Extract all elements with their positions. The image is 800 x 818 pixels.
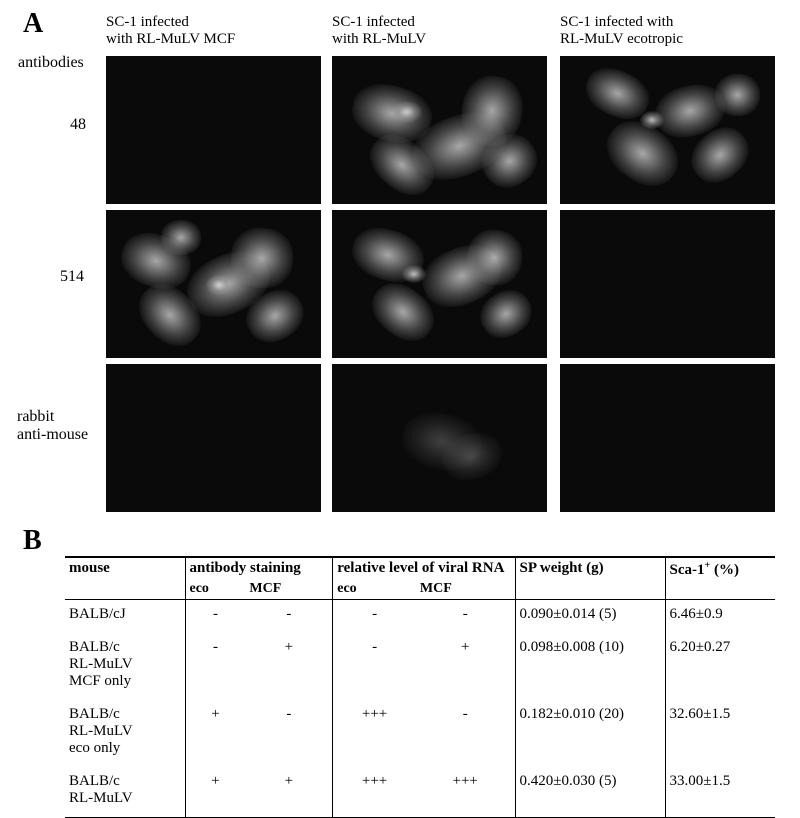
row-label-2: rabbit anti-mouse bbox=[17, 408, 88, 443]
cell-rna-mcf: - bbox=[416, 600, 515, 634]
col-header-0-line1: with RL-MuLV MCF bbox=[106, 31, 235, 47]
table-row: BALB/cJ----0.090±0.014 (5)6.46±0.9 bbox=[65, 600, 775, 634]
col-header-0: SC-1 infected with RL-MuLV MCF bbox=[106, 14, 235, 49]
micrograph-r1c1 bbox=[332, 210, 547, 358]
cell-rna-eco: - bbox=[333, 600, 416, 634]
col-header-2-line1: RL-MuLV ecotropic bbox=[560, 31, 683, 47]
col-header-1: SC-1 infected with RL-MuLV bbox=[332, 14, 426, 49]
micrograph-r2c0 bbox=[106, 364, 321, 512]
cell-ab-mcf: - bbox=[245, 600, 332, 634]
cell-sp: 0.420±0.030 (5) bbox=[515, 767, 665, 818]
table-row: BALB/cRL-MuLV++++++++0.420±0.030 (5)33.0… bbox=[65, 767, 775, 818]
cell-sp: 0.090±0.014 (5) bbox=[515, 600, 665, 634]
cell-sp: 0.098±0.008 (10) bbox=[515, 633, 665, 700]
cell-rna-mcf: + bbox=[416, 633, 515, 700]
cell-mouse: BALB/cRL-MuLVMCF only bbox=[65, 633, 185, 700]
th-sca1: Sca-1+ (%) bbox=[665, 557, 775, 600]
table-row: BALB/cRL-MuLVeco only+-+++-0.182±0.010 (… bbox=[65, 700, 775, 767]
cell-rna-eco: - bbox=[333, 633, 416, 700]
cell-ab-eco: + bbox=[185, 767, 245, 818]
micrograph-r2c1 bbox=[332, 364, 547, 512]
micrograph-r0c1 bbox=[332, 56, 547, 204]
col-header-0-line0: SC-1 infected bbox=[106, 14, 189, 30]
th-rna-eco: eco bbox=[333, 579, 416, 600]
cell-mouse: BALB/cRL-MuLVeco only bbox=[65, 700, 185, 767]
micrograph-r1c2 bbox=[560, 210, 775, 358]
micrograph-r0c0 bbox=[106, 56, 321, 204]
cell-ab-mcf: + bbox=[245, 767, 332, 818]
row-label-2-line0: rabbit bbox=[17, 408, 54, 425]
cell-rna-eco: +++ bbox=[333, 767, 416, 818]
cell-ab-eco: - bbox=[185, 600, 245, 634]
cell-ab-eco: + bbox=[185, 700, 245, 767]
row-label-0: 48 bbox=[70, 116, 86, 134]
cell-ab-mcf: - bbox=[245, 700, 332, 767]
cell-rna-mcf: +++ bbox=[416, 767, 515, 818]
cell-sca1: 6.20±0.27 bbox=[665, 633, 775, 700]
cell-mouse: BALB/cRL-MuLV bbox=[65, 767, 185, 818]
cell-rna-eco: +++ bbox=[333, 700, 416, 767]
cell-rna-mcf: - bbox=[416, 700, 515, 767]
th-mouse: mouse bbox=[65, 557, 185, 600]
antibodies-label: antibodies bbox=[18, 54, 84, 72]
th-sp: SP weight (g) bbox=[515, 557, 665, 600]
micrograph-r0c2 bbox=[560, 56, 775, 204]
micrograph-r1c0 bbox=[106, 210, 321, 358]
cell-sca1: 32.60±1.5 bbox=[665, 700, 775, 767]
cell-sca1: 33.00±1.5 bbox=[665, 767, 775, 818]
row-label-1: 514 bbox=[60, 268, 84, 286]
cell-ab-eco: - bbox=[185, 633, 245, 700]
cell-sca1: 6.46±0.9 bbox=[665, 600, 775, 634]
col-header-2: SC-1 infected with RL-MuLV ecotropic bbox=[560, 14, 683, 49]
th-ab-eco: eco bbox=[185, 579, 245, 600]
table-body: BALB/cJ----0.090±0.014 (5)6.46±0.9BALB/c… bbox=[65, 600, 775, 818]
cell-ab-mcf: + bbox=[245, 633, 332, 700]
cell-sp: 0.182±0.010 (20) bbox=[515, 700, 665, 767]
row-label-2-line1: anti-mouse bbox=[17, 426, 88, 443]
col-header-2-line0: SC-1 infected with bbox=[560, 14, 673, 30]
micrograph-r2c2 bbox=[560, 364, 775, 512]
panel-a-label: A bbox=[23, 8, 43, 40]
col-header-1-line0: SC-1 infected bbox=[332, 14, 415, 30]
th-ab: antibody staining bbox=[185, 557, 333, 579]
th-rna: relative level of viral RNA bbox=[333, 557, 515, 579]
cell-mouse: BALB/cJ bbox=[65, 600, 185, 634]
table-row: BALB/cRL-MuLVMCF only-+-+0.098±0.008 (10… bbox=[65, 633, 775, 700]
th-rna-mcf: MCF bbox=[416, 579, 515, 600]
col-header-1-line1: with RL-MuLV bbox=[332, 31, 426, 47]
th-ab-mcf: MCF bbox=[245, 579, 332, 600]
panel-b-label: B bbox=[23, 525, 42, 557]
summary-table: mouse antibody staining relative level o… bbox=[65, 556, 775, 818]
